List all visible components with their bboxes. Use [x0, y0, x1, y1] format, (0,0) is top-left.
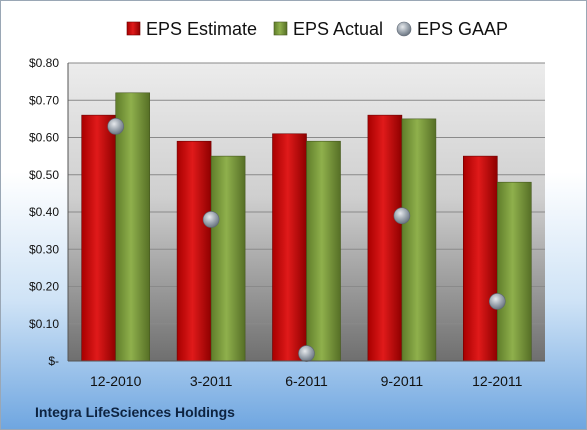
bar-eps-actual	[210, 155, 246, 362]
legend-eps-gaap-label: EPS GAAP	[417, 19, 508, 39]
y-tick-label: $0.60	[29, 131, 59, 145]
point-eps-gaap	[393, 207, 411, 225]
bar-eps-estimate	[462, 155, 498, 362]
bar-eps-actual	[401, 118, 437, 362]
point-eps-gaap	[202, 211, 220, 228]
y-tick-label: $0.20	[29, 280, 59, 294]
point-eps-gaap	[298, 345, 315, 362]
bar-eps-estimate	[81, 114, 116, 362]
y-tick-label: $0.10	[29, 317, 59, 331]
y-tick-label: $-	[48, 354, 59, 368]
company-name: Integra LifeSciences Holdings	[35, 404, 235, 420]
x-category-label: 12-2011	[472, 373, 523, 389]
bar-eps-estimate	[176, 140, 212, 362]
y-tick-label: $0.30	[29, 242, 59, 256]
y-tick-label: $0.50	[29, 168, 59, 182]
bar-eps-estimate	[367, 114, 403, 362]
y-tick-label: $0.80	[29, 56, 59, 70]
legend-eps-actual-label: EPS Actual	[293, 19, 383, 39]
legend-eps-estimate-label: EPS Estimate	[146, 19, 257, 39]
x-category-label: 3-2011	[190, 373, 233, 389]
bar-eps-actual	[115, 92, 150, 362]
bar-eps-actual	[496, 181, 532, 362]
point-eps-gaap	[107, 118, 124, 135]
bar-eps-estimate	[272, 133, 307, 362]
x-category-label: 6-2011	[285, 373, 328, 389]
y-tick-label: $0.40	[29, 205, 59, 219]
point-eps-gaap	[488, 293, 506, 310]
legend-eps-estimate-swatch	[126, 21, 141, 36]
bar-eps-actual	[306, 140, 341, 362]
legend-eps-gaap-swatch	[396, 21, 412, 37]
x-category-label: 12-2010	[90, 373, 142, 389]
y-tick-label: $0.70	[29, 93, 59, 107]
x-category-label: 9-2011	[381, 373, 424, 389]
legend-eps-actual-swatch	[273, 21, 288, 36]
